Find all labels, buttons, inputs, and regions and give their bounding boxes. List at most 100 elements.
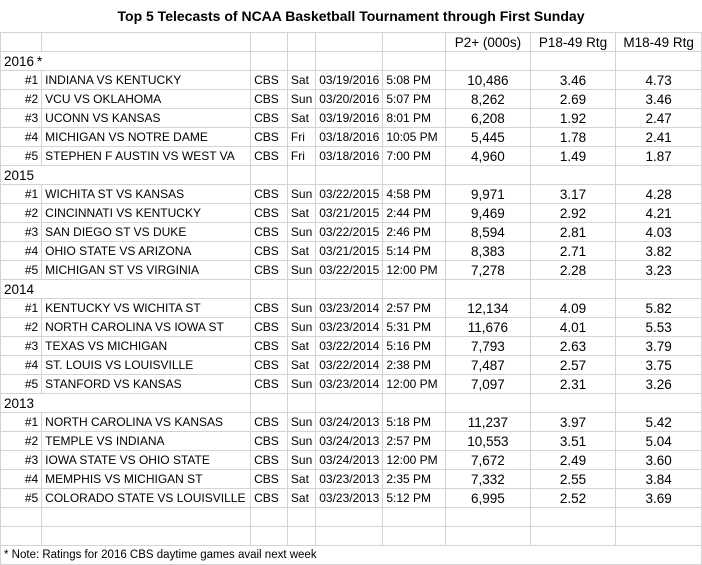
p2-cell[interactable]: 6,995 (445, 488, 531, 508)
header-m1849[interactable]: M18-49 Rtg (615, 32, 702, 52)
rank-cell[interactable]: #2 (0, 431, 43, 451)
m1849-cell[interactable]: 4.28 (615, 184, 702, 204)
day-cell[interactable]: Sun (286, 260, 317, 280)
day-cell[interactable]: Sat (286, 70, 317, 90)
game-cell[interactable]: ST. LOUIS VS LOUISVILLE (41, 355, 252, 375)
day-cell[interactable]: Fri (286, 146, 317, 166)
date-cell[interactable]: 03/24/2013 (315, 412, 384, 432)
rank-cell[interactable]: #4 (0, 241, 43, 261)
game-cell[interactable]: CINCINNATI VS KENTUCKY (41, 203, 252, 223)
empty-cell[interactable] (382, 32, 447, 52)
time-cell[interactable]: 2:35 PM (382, 469, 447, 489)
empty-cell[interactable] (382, 393, 447, 413)
m1849-cell[interactable]: 4.73 (615, 70, 702, 90)
empty-cell[interactable] (445, 165, 531, 185)
m1849-cell[interactable]: 4.21 (615, 203, 702, 223)
rank-cell[interactable]: #4 (0, 355, 43, 375)
time-cell[interactable]: 5:14 PM (382, 241, 447, 261)
empty-cell[interactable] (250, 32, 288, 52)
p2-cell[interactable]: 9,469 (445, 203, 531, 223)
empty-cell[interactable] (445, 526, 531, 546)
date-cell[interactable]: 03/21/2015 (315, 203, 384, 223)
p1849-cell[interactable]: 2.57 (529, 355, 617, 375)
game-cell[interactable]: STEPHEN F AUSTIN VS WEST VA (41, 146, 252, 166)
game-cell[interactable]: SAN DIEGO ST VS DUKE (41, 222, 252, 242)
m1849-cell[interactable]: 5.82 (615, 298, 702, 318)
game-cell[interactable]: STANFORD VS KANSAS (41, 374, 252, 394)
empty-cell[interactable] (286, 507, 317, 527)
p1849-cell[interactable]: 2.71 (529, 241, 617, 261)
empty-cell[interactable] (250, 526, 288, 546)
day-cell[interactable]: Sat (286, 203, 317, 223)
game-cell[interactable]: TEXAS VS MICHIGAN (41, 336, 252, 356)
empty-cell[interactable] (0, 32, 43, 52)
m1849-cell[interactable]: 3.46 (615, 89, 702, 109)
empty-cell[interactable] (445, 51, 531, 71)
day-cell[interactable]: Sat (286, 488, 317, 508)
empty-cell[interactable] (315, 32, 384, 52)
p1849-cell[interactable]: 2.52 (529, 488, 617, 508)
day-cell[interactable]: Sat (286, 469, 317, 489)
date-cell[interactable]: 03/23/2014 (315, 374, 384, 394)
network-cell[interactable]: CBS (250, 89, 288, 109)
network-cell[interactable]: CBS (250, 184, 288, 204)
network-cell[interactable]: CBS (250, 431, 288, 451)
rank-cell[interactable]: #2 (0, 203, 43, 223)
p1849-cell[interactable]: 1.49 (529, 146, 617, 166)
day-cell[interactable]: Fri (286, 127, 317, 147)
day-cell[interactable]: Sun (286, 317, 317, 337)
game-cell[interactable]: KENTUCKY VS WICHITA ST (41, 298, 252, 318)
year-label[interactable]: 2016 * (0, 51, 252, 71)
day-cell[interactable]: Sun (286, 184, 317, 204)
day-cell[interactable]: Sun (286, 222, 317, 242)
network-cell[interactable]: CBS (250, 203, 288, 223)
network-cell[interactable]: CBS (250, 108, 288, 128)
empty-cell[interactable] (286, 32, 317, 52)
network-cell[interactable]: CBS (250, 146, 288, 166)
time-cell[interactable]: 5:31 PM (382, 317, 447, 337)
time-cell[interactable]: 8:01 PM (382, 108, 447, 128)
game-cell[interactable]: MICHIGAN VS NOTRE DAME (41, 127, 252, 147)
date-cell[interactable]: 03/23/2014 (315, 317, 384, 337)
time-cell[interactable]: 4:58 PM (382, 184, 447, 204)
rank-cell[interactable]: #2 (0, 317, 43, 337)
rank-cell[interactable]: #3 (0, 336, 43, 356)
time-cell[interactable]: 2:44 PM (382, 203, 447, 223)
date-cell[interactable]: 03/19/2016 (315, 70, 384, 90)
m1849-cell[interactable]: 2.47 (615, 108, 702, 128)
empty-cell[interactable] (615, 393, 702, 413)
empty-cell[interactable] (445, 507, 531, 527)
rank-cell[interactable]: #1 (0, 184, 43, 204)
date-cell[interactable]: 03/20/2016 (315, 89, 384, 109)
date-cell[interactable]: 03/19/2016 (315, 108, 384, 128)
time-cell[interactable]: 2:38 PM (382, 355, 447, 375)
game-cell[interactable]: MEMPHIS VS MICHIGAN ST (41, 469, 252, 489)
empty-cell[interactable] (529, 165, 617, 185)
rank-cell[interactable]: #4 (0, 469, 43, 489)
date-cell[interactable]: 03/22/2015 (315, 260, 384, 280)
empty-cell[interactable] (315, 279, 384, 299)
date-cell[interactable]: 03/21/2015 (315, 241, 384, 261)
game-cell[interactable]: MICHIGAN ST VS VIRGINIA (41, 260, 252, 280)
m1849-cell[interactable]: 3.79 (615, 336, 702, 356)
year-label[interactable]: 2014 (0, 279, 252, 299)
m1849-cell[interactable]: 2.41 (615, 127, 702, 147)
network-cell[interactable]: CBS (250, 488, 288, 508)
p2-cell[interactable]: 10,486 (445, 70, 531, 90)
empty-cell[interactable] (382, 165, 447, 185)
header-p2[interactable]: P2+ (000s) (445, 32, 531, 52)
date-cell[interactable]: 03/23/2014 (315, 298, 384, 318)
rank-cell[interactable]: #4 (0, 127, 43, 147)
rank-cell[interactable]: #1 (0, 412, 43, 432)
day-cell[interactable]: Sat (286, 108, 317, 128)
day-cell[interactable]: Sun (286, 374, 317, 394)
header-p1849[interactable]: P18-49 Rtg (529, 32, 617, 52)
m1849-cell[interactable]: 1.87 (615, 146, 702, 166)
empty-cell[interactable] (445, 279, 531, 299)
p2-cell[interactable]: 5,445 (445, 127, 531, 147)
m1849-cell[interactable]: 3.69 (615, 488, 702, 508)
network-cell[interactable]: CBS (250, 355, 288, 375)
empty-cell[interactable] (286, 51, 317, 71)
p2-cell[interactable]: 7,793 (445, 336, 531, 356)
date-cell[interactable]: 03/18/2016 (315, 127, 384, 147)
